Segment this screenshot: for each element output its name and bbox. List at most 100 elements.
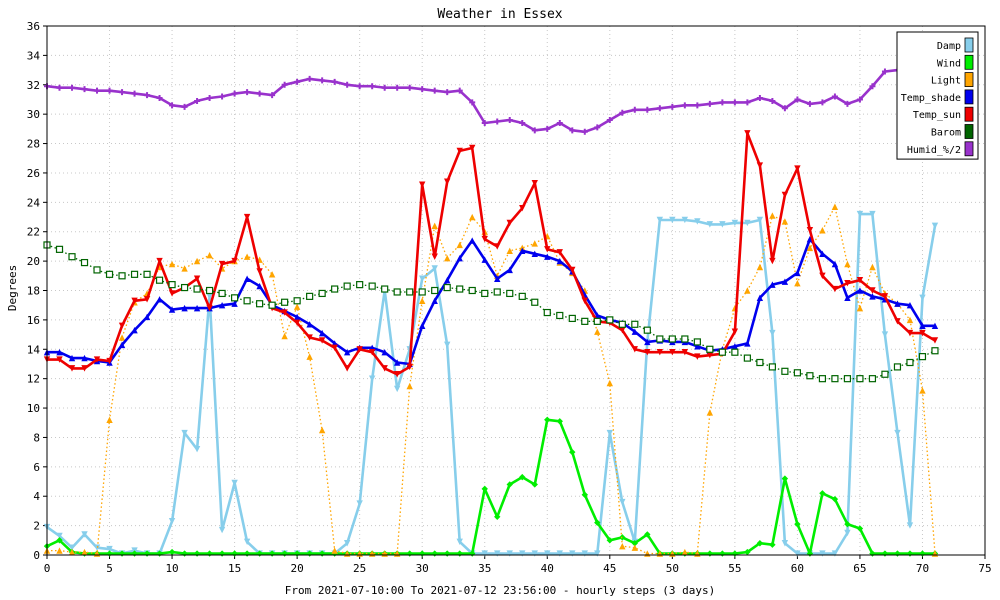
data-point-temp-sun	[681, 349, 689, 356]
data-point-barom	[118, 272, 126, 280]
data-point-damp	[519, 550, 526, 557]
y-tick-label: 8	[33, 431, 40, 444]
data-point-temp-sun	[356, 346, 363, 353]
legend-label-light: Light	[931, 76, 961, 87]
data-point-temp-sun	[744, 130, 751, 137]
data-point-humid-2	[544, 125, 551, 132]
data-point-temp-sun	[206, 304, 213, 312]
data-point-light	[831, 203, 839, 210]
data-point-humid-2	[806, 100, 813, 107]
data-point-humid-2	[394, 84, 401, 91]
data-point-wind	[781, 475, 789, 482]
data-point-humid-2	[719, 99, 726, 106]
data-point-barom	[568, 314, 576, 323]
data-point-barom	[368, 282, 376, 290]
data-point-damp	[193, 446, 201, 453]
data-point-humid-2	[256, 90, 263, 97]
series-temp-sun	[43, 130, 939, 378]
data-point-wind	[756, 540, 764, 547]
data-point-barom	[756, 358, 764, 367]
data-point-damp	[881, 331, 889, 338]
data-point-light	[756, 263, 764, 271]
data-point-barom	[906, 358, 914, 367]
data-point-humid-2	[344, 81, 351, 88]
data-point-damp	[206, 293, 213, 300]
data-point-temp-shade	[118, 341, 126, 349]
data-point-barom	[718, 348, 726, 356]
legend-swatch-humid-2	[964, 141, 974, 157]
data-point-humid-2	[106, 87, 113, 94]
legend-label-barom: Barom	[931, 128, 961, 139]
data-point-temp-sun	[218, 260, 226, 268]
data-point-barom	[205, 286, 214, 295]
data-point-temp-sun	[118, 322, 126, 329]
data-point-temp-shade	[544, 253, 551, 260]
data-point-humid-2	[169, 102, 176, 109]
data-point-humid-2	[94, 87, 101, 94]
data-point-barom	[130, 270, 139, 278]
data-point-humid-2	[456, 87, 463, 94]
data-point-barom	[155, 276, 164, 284]
x-tick-label: 25	[353, 562, 366, 575]
data-point-humid-2	[56, 84, 63, 91]
data-point-barom	[606, 316, 614, 324]
legend-label-damp: Damp	[937, 41, 961, 52]
data-point-temp-shade	[919, 322, 926, 329]
data-point-barom	[781, 367, 789, 375]
data-point-damp	[931, 222, 939, 230]
data-point-temp-sun	[444, 178, 451, 185]
data-point-light	[193, 257, 201, 265]
data-point-temp-sun	[656, 349, 664, 356]
data-point-wind	[581, 491, 588, 498]
data-point-damp	[794, 550, 801, 557]
data-point-barom	[518, 292, 526, 300]
data-point-barom	[93, 266, 101, 274]
x-tick-label: 20	[291, 562, 304, 575]
legend-swatch-damp	[964, 37, 974, 53]
data-point-temp-shade	[81, 354, 88, 362]
data-point-temp-shade	[694, 343, 701, 350]
data-point-damp	[744, 219, 751, 227]
data-point-barom	[931, 347, 939, 355]
data-point-temp-sun	[93, 356, 101, 363]
data-point-damp	[494, 550, 501, 557]
data-point-temp-shade	[193, 304, 201, 312]
data-point-barom	[893, 363, 902, 371]
x-tick-label: 0	[44, 562, 51, 575]
data-point-temp-shade	[181, 304, 188, 312]
data-point-light	[81, 548, 88, 556]
x-tick-label: 5	[106, 562, 113, 575]
data-point-barom	[856, 375, 864, 383]
data-point-temp-sun	[343, 365, 351, 372]
data-point-light	[206, 252, 213, 259]
data-point-humid-2	[131, 90, 138, 97]
series-line-temp-sun	[47, 132, 936, 376]
data-point-wind	[794, 520, 801, 528]
data-point-wind	[831, 495, 839, 503]
data-point-humid-2	[156, 95, 163, 102]
data-point-barom	[381, 285, 389, 293]
data-point-humid-2	[656, 105, 663, 112]
data-point-humid-2	[306, 75, 313, 82]
data-point-damp	[56, 532, 63, 540]
data-point-temp-sun	[281, 309, 288, 316]
data-point-temp-sun	[869, 287, 876, 294]
series-barom	[43, 241, 939, 383]
data-point-humid-2	[569, 127, 576, 134]
x-tick-label: 60	[791, 562, 804, 575]
data-point-temp-shade	[343, 349, 351, 356]
data-point-barom	[143, 270, 151, 278]
x-tick-label: 50	[666, 562, 679, 575]
data-point-light	[456, 241, 463, 249]
series-humid-2	[44, 67, 901, 135]
data-point-temp-shade	[894, 300, 901, 307]
data-point-wind	[856, 525, 864, 532]
data-point-temp-shade	[819, 250, 826, 257]
data-point-temp-sun	[368, 349, 376, 356]
data-point-light	[806, 244, 814, 252]
data-point-light	[68, 548, 76, 556]
data-point-damp	[81, 531, 88, 538]
data-point-barom	[506, 289, 514, 298]
data-point-damp	[231, 479, 238, 487]
data-point-temp-shade	[68, 354, 76, 362]
